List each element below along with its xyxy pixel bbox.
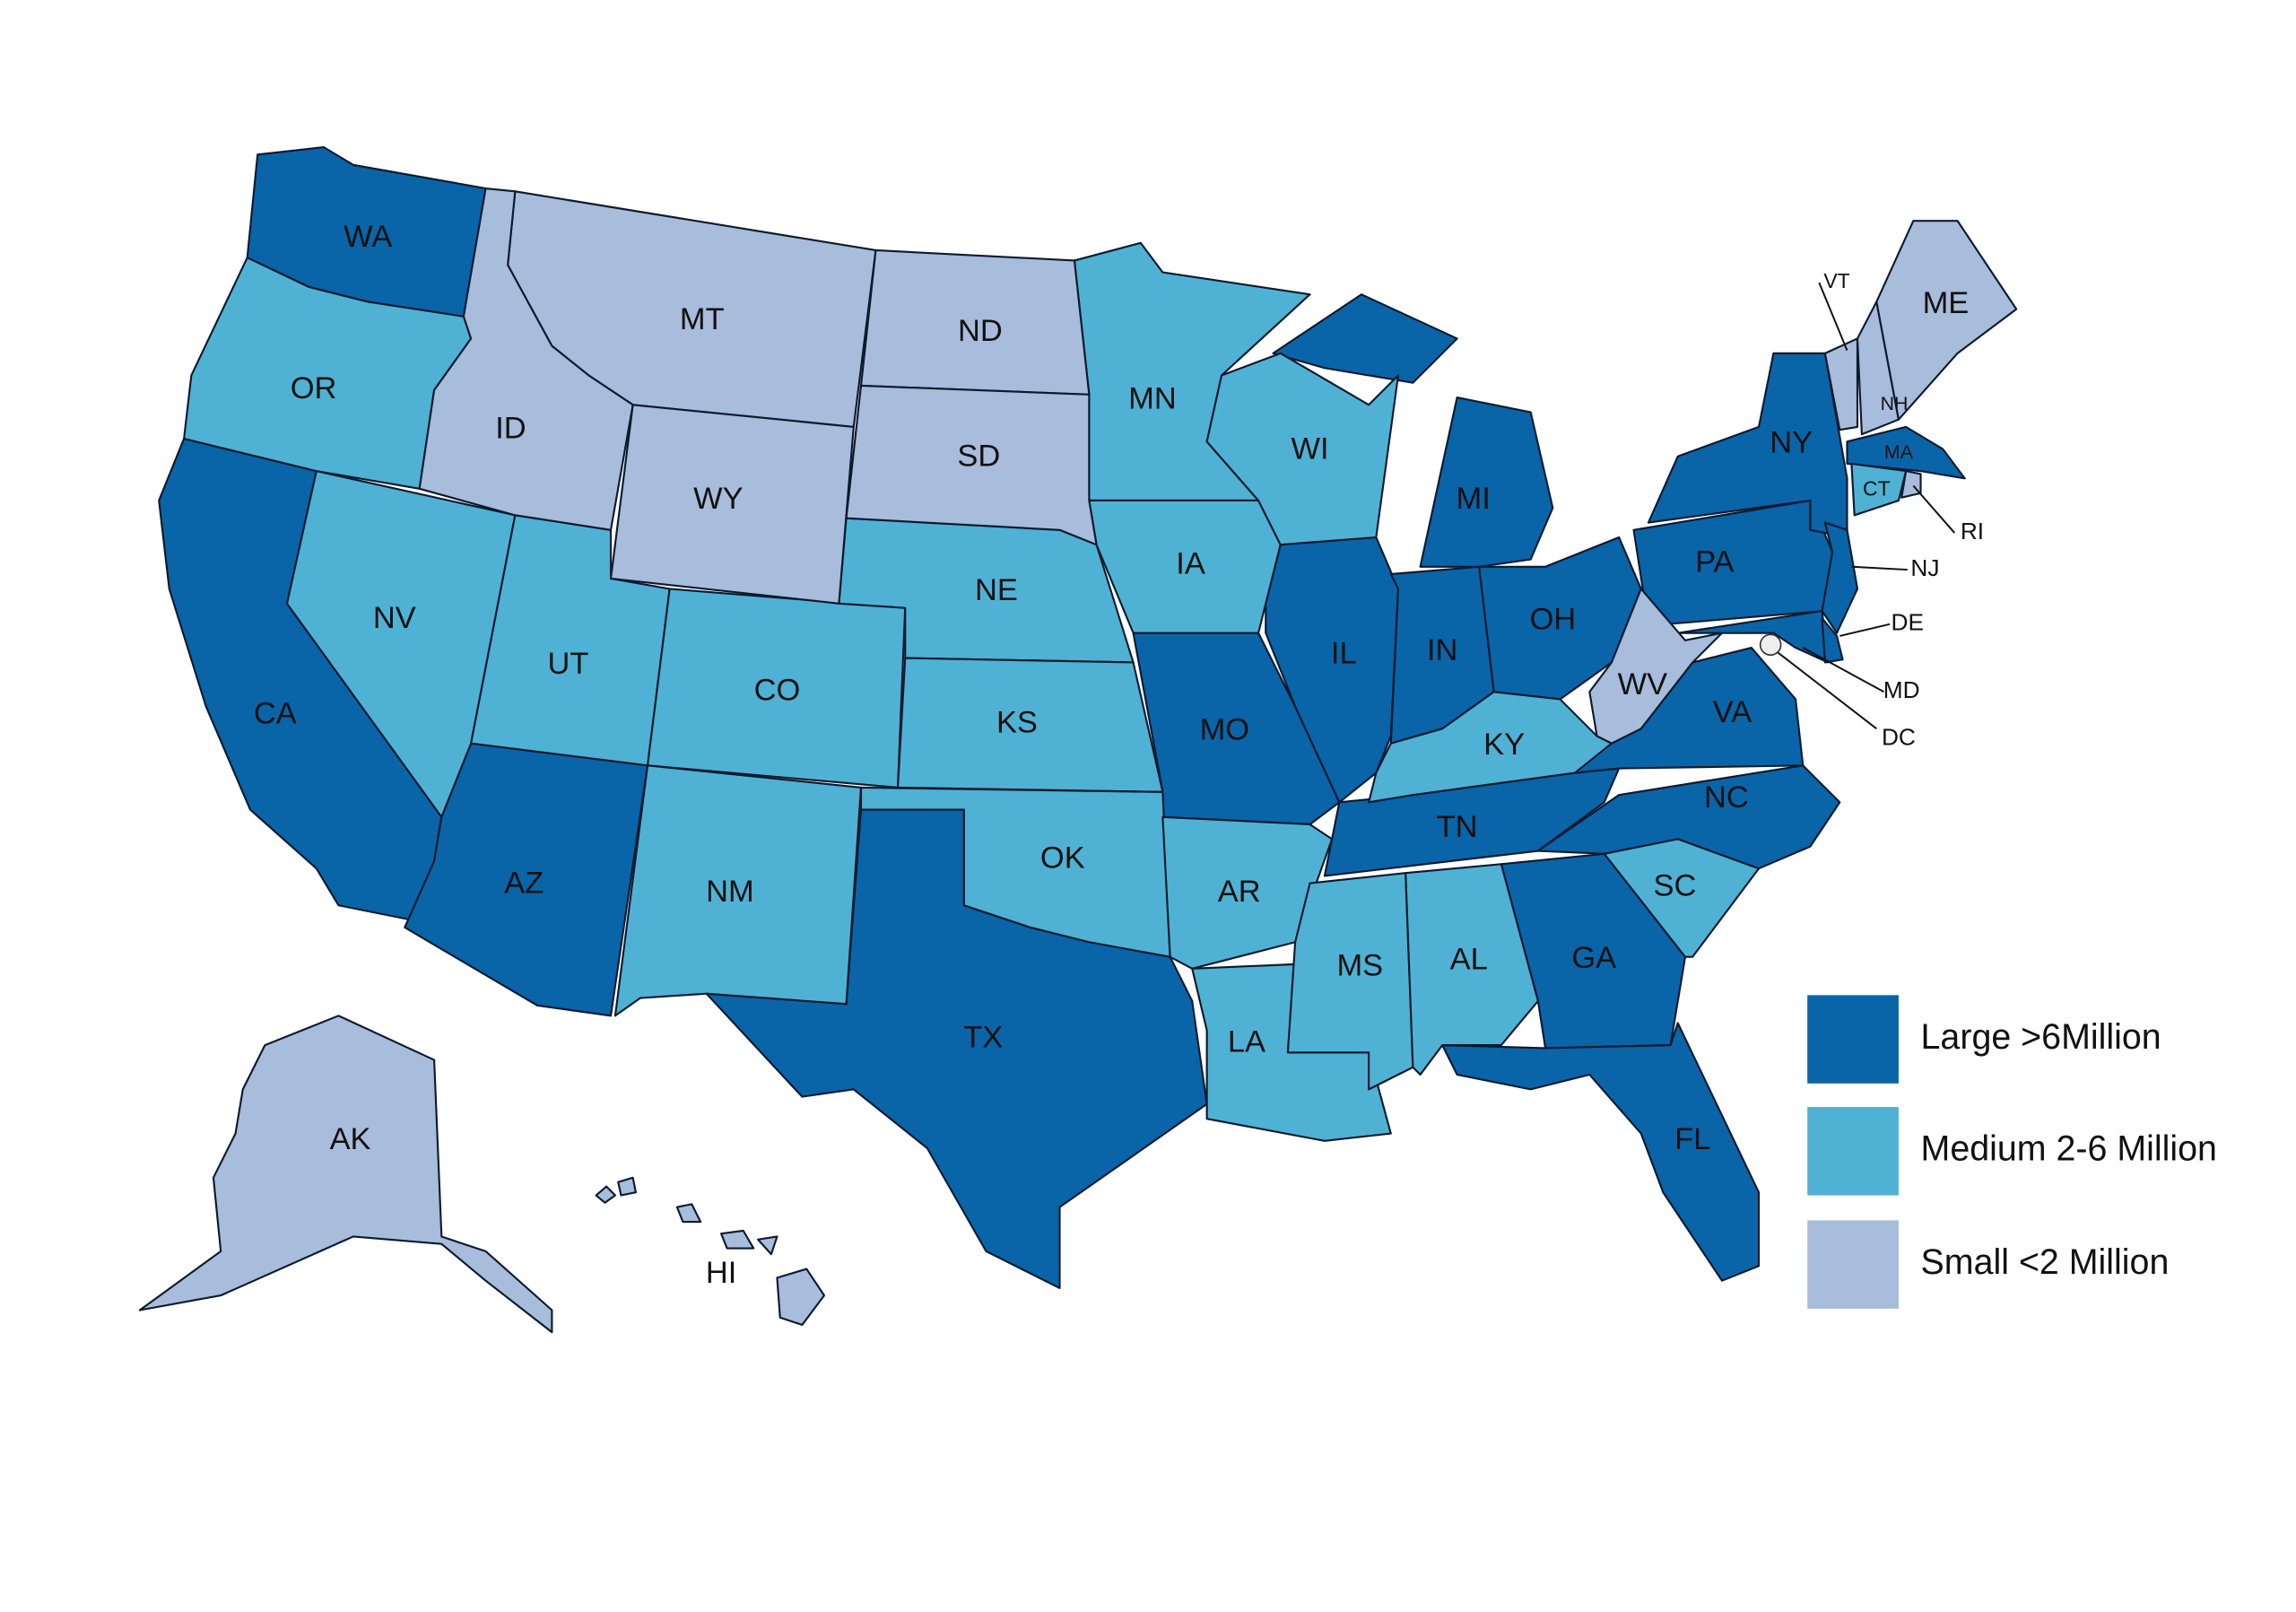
state-shape [1875,220,2018,421]
state-shape [285,470,517,818]
leader-line [1839,623,1891,637]
state-label: WI [1291,431,1328,466]
state-shape [1265,536,1400,804]
state-label: KY [1483,728,1525,762]
state-label: NH [1881,393,1909,414]
state-label: MN [1128,381,1177,415]
state-label: VA [1713,695,1752,729]
state-label: ND [958,314,1003,348]
state-label: AR [1218,875,1261,909]
state-shape [1647,352,1848,539]
state-label: WY [693,482,744,516]
state-label: CA [254,697,297,731]
state-label: ME [1923,286,1970,320]
state-shape [1823,337,1859,431]
state-shape [720,1229,755,1250]
leader-line [1912,484,1956,534]
state-label: NJ [1910,554,1939,581]
state-shape [595,1185,617,1204]
state-shape [675,1203,702,1224]
state-shape [1846,425,1966,480]
state-label: ID [495,411,526,445]
state-label: RI [1961,518,1984,545]
state-label: MI [1457,482,1491,516]
state-label: NC [1704,780,1749,815]
legend-label: Medium 2-6 Million [1921,1129,2217,1169]
state-shape [1900,470,1922,499]
state-shape [845,384,1098,546]
state-label: MA [1884,441,1914,463]
state-label: IN [1427,633,1457,667]
state-label: LA [1228,1025,1265,1059]
state-label: UT [547,647,588,681]
state-label: NY [1770,426,1813,460]
legend-swatch [1807,995,1899,1084]
state-label: OH [1529,603,1576,637]
state-label: WV [1618,667,1668,701]
state-shape [1441,1022,1761,1282]
legend-label: Small <2 Million [1921,1242,2170,1282]
state-shape [1850,462,1908,517]
state-label: MO [1200,713,1250,747]
state-labels: WA CA AZ TX MO IL MI IN OH TN GA FL NC VA PA NY NJ MD DE MA… [254,220,1984,1290]
state-label: GA [1571,941,1616,975]
state-label: PA [1695,545,1734,579]
state-shape [617,1176,637,1197]
state-shape [757,1235,778,1256]
state-label: TN [1437,810,1478,844]
leader-line [1818,282,1848,351]
leader-line [1851,565,1908,571]
state-shape [418,187,634,531]
state-label: CO [754,673,801,707]
state-label: HI [706,1256,736,1290]
states [138,146,2018,1334]
dc-marker [1759,633,1782,657]
state-label: OK [1040,841,1085,875]
state-label: MT [680,302,725,336]
state-shape [1821,521,1859,634]
state-label: TX [963,1021,1003,1055]
state-label: NV [373,601,416,635]
state-shape [1603,838,1761,958]
state-label: OR [291,371,337,405]
state-label: AL [1450,943,1488,977]
state-label: NM [706,875,754,909]
state-label: KS [996,705,1038,739]
state-label: VT [1823,269,1849,292]
state-label: CT [1863,477,1891,501]
state-shape [1405,863,1539,1076]
state-label: SD [957,439,1000,473]
leader-line [1772,648,1877,730]
state-label: AK [330,1122,371,1156]
legend: Large >6Million Medium 2-6 Million Small <… [1807,995,2217,1309]
state-label: SC [1654,869,1697,903]
state-shape [609,404,855,605]
state-label: WA [344,220,392,254]
state-shape [1205,352,1400,546]
legend-swatch [1807,1107,1899,1196]
legend-label: Large >6Million [1921,1017,2161,1057]
state-label: MD [1883,676,1920,703]
state-shape [1821,617,1844,664]
state-label: NE [975,573,1018,607]
state-shape [138,1015,553,1334]
state-label: IA [1176,546,1205,580]
state-label: FL [1674,1122,1710,1156]
state-label: IL [1331,636,1357,670]
state-label: DE [1892,609,1924,636]
state-shape [776,1268,826,1326]
legend-swatch [1807,1220,1899,1309]
state-label: MS [1336,948,1383,982]
state-label: AZ [504,866,544,900]
state-shape [1588,588,1724,745]
state-shape [1272,293,1458,384]
leader-line [1802,647,1884,693]
state-label: DC [1882,724,1916,751]
